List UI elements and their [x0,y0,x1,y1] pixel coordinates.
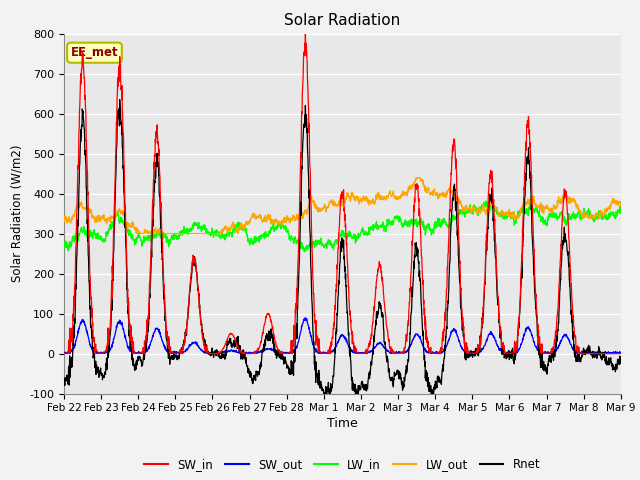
Y-axis label: Solar Radiation (W/m2): Solar Radiation (W/m2) [11,145,24,282]
Legend: SW_in, SW_out, LW_in, LW_out, Rnet: SW_in, SW_out, LW_in, LW_out, Rnet [140,454,545,476]
Text: EE_met: EE_met [70,46,118,59]
X-axis label: Time: Time [327,418,358,431]
Title: Solar Radiation: Solar Radiation [284,13,401,28]
